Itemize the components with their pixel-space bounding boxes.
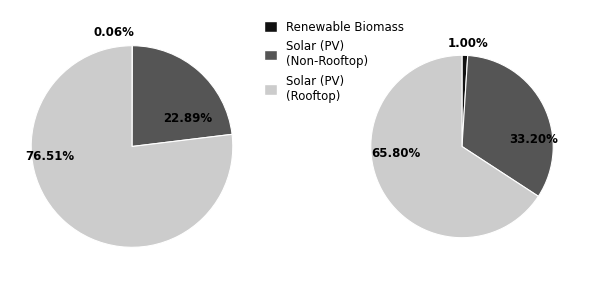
Text: 1.00%: 1.00% [448, 37, 489, 50]
Text: 76.51%: 76.51% [25, 150, 74, 163]
Text: 22.89%: 22.89% [163, 112, 212, 125]
Wedge shape [462, 55, 553, 196]
Wedge shape [31, 46, 233, 247]
Legend: Renewable Biomass, Solar (PV)
(Non-Rooftop), Solar (PV)
(Rooftop): Renewable Biomass, Solar (PV) (Non-Rooft… [264, 21, 404, 103]
Text: 33.20%: 33.20% [509, 133, 557, 146]
Wedge shape [462, 55, 468, 146]
Wedge shape [371, 55, 538, 238]
Text: 0.06%: 0.06% [94, 26, 134, 39]
Wedge shape [132, 46, 232, 146]
Text: 65.80%: 65.80% [372, 147, 421, 160]
